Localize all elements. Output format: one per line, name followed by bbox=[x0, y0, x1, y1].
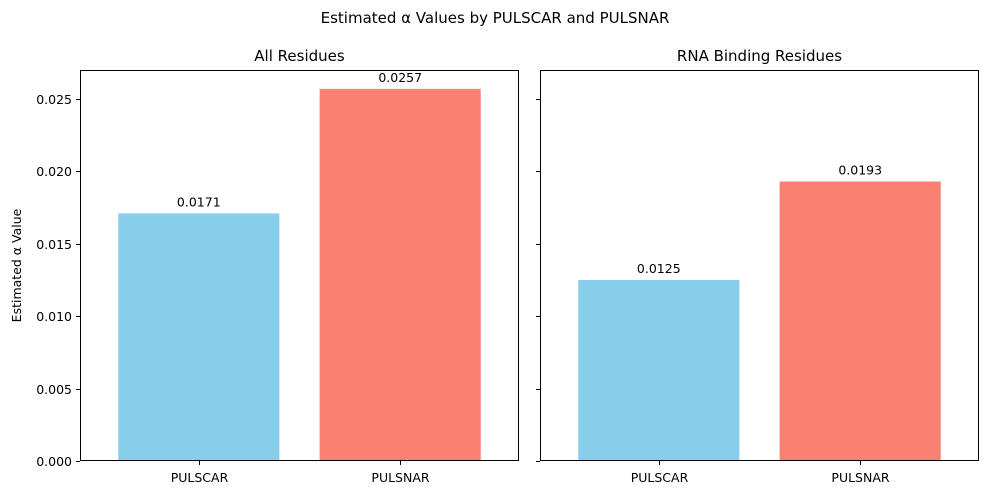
y-tick-label: 0.025 bbox=[36, 92, 72, 107]
y-tick-label: 0.005 bbox=[36, 382, 72, 397]
axes-title: All Residues bbox=[254, 47, 345, 65]
axes-frame bbox=[80, 70, 519, 461]
chart-panel-2: 0.0125 0.0193 PULSCAR PULSNAR RNA Binding Re… bbox=[536, 47, 979, 485]
y-axis-label: Estimated α Value bbox=[9, 208, 24, 322]
bar-pulscar bbox=[118, 213, 280, 461]
x-tick-label: PULSNAR bbox=[831, 470, 889, 485]
bar-pulsnar bbox=[779, 181, 941, 462]
axes-title: RNA Binding Residues bbox=[677, 47, 842, 65]
y-tick-label: 0.010 bbox=[36, 309, 72, 324]
x-tick-label: PULSNAR bbox=[371, 470, 429, 485]
y-tick-label: 0.015 bbox=[36, 237, 72, 252]
bar-pulscar bbox=[578, 279, 740, 461]
x-tick-label: PULSCAR bbox=[171, 470, 229, 485]
bar-value-label: 0.0171 bbox=[177, 194, 221, 209]
chart-panel-1: 0.0171 0.0257 0.000 0.005 0.010 0.015 0.020 0.0… bbox=[9, 47, 519, 485]
axes-frame bbox=[540, 70, 979, 461]
y-tick-label: 0.000 bbox=[36, 454, 72, 469]
x-tick-label: PULSCAR bbox=[631, 470, 689, 485]
y-tick-label: 0.020 bbox=[36, 164, 72, 179]
bar-value-label: 0.0125 bbox=[637, 261, 681, 276]
bar-pulsnar bbox=[319, 88, 481, 461]
bar-value-label: 0.0257 bbox=[378, 70, 422, 85]
bar-value-label: 0.0193 bbox=[838, 163, 882, 178]
figure-title: Estimated α Values by PULSCAR and PULSNA… bbox=[321, 9, 670, 27]
